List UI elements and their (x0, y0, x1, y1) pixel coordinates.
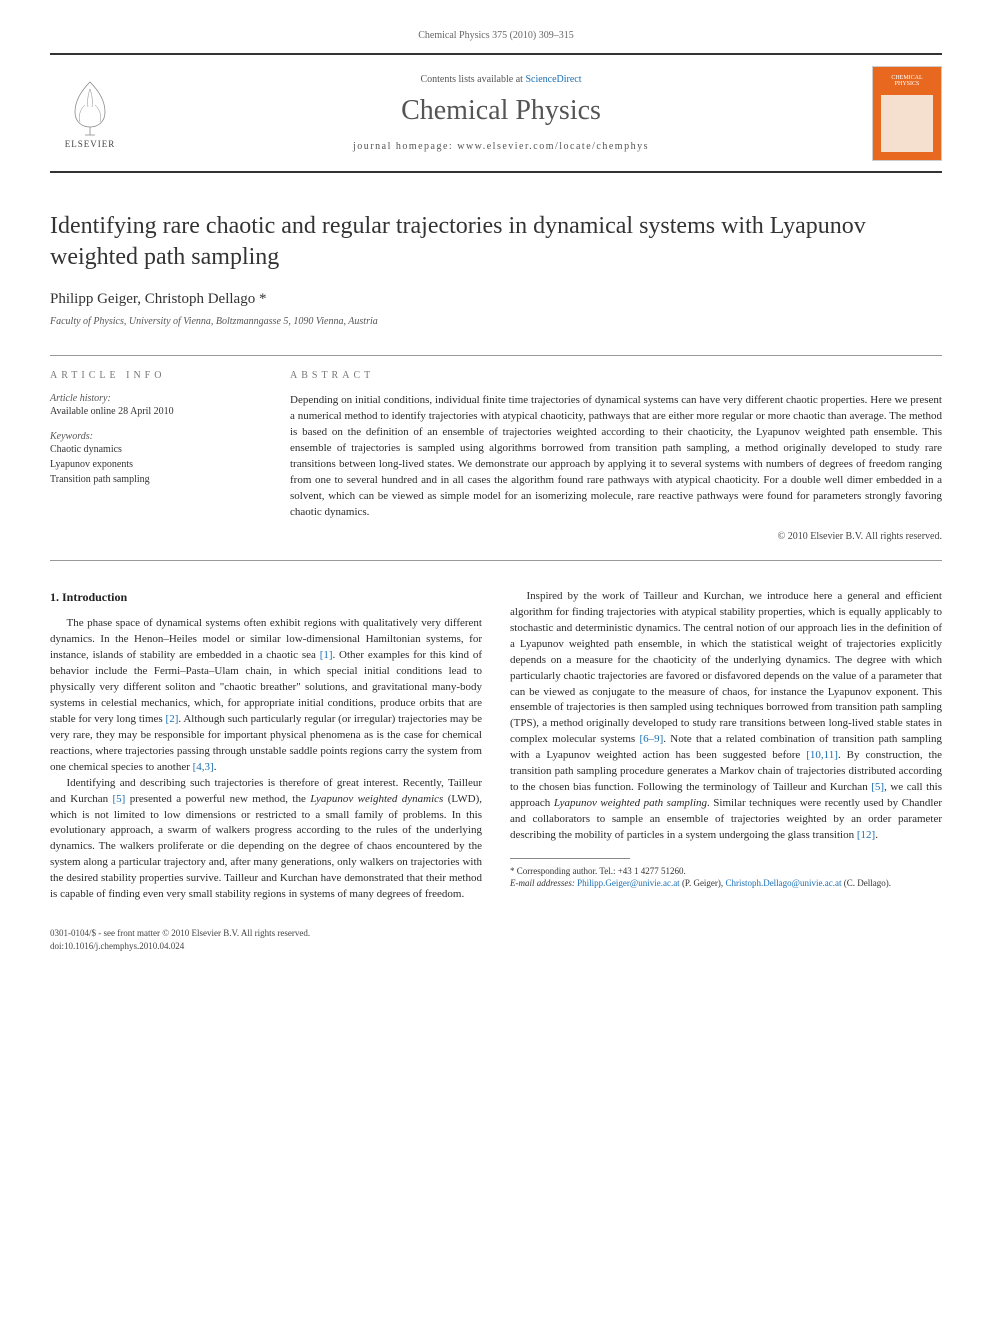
contents-prefix: Contents lists available at (420, 74, 525, 85)
article-info-label: ARTICLE INFO (50, 370, 260, 381)
doi-line: doi:10.1016/j.chemphys.2010.04.024 (50, 940, 942, 953)
cover-thumb-title: CHEMICAL PHYSICS (877, 75, 937, 88)
section-heading: 1. Introduction (50, 589, 482, 606)
history-value: Available online 28 April 2010 (50, 406, 260, 417)
article-title: Identifying rare chaotic and regular tra… (50, 211, 942, 273)
email-link[interactable]: Philipp.Geiger@univie.ac.at (577, 878, 680, 888)
elsevier-label: ELSEVIER (65, 139, 116, 149)
body-text: (LWD) (443, 793, 479, 805)
article-info: ARTICLE INFO Article history: Available … (50, 370, 260, 542)
ref-link[interactable]: [2] (166, 713, 179, 725)
keyword: Chaotic dynamics (50, 442, 260, 457)
authors: Philipp Geiger, Christoph Dellago * (50, 291, 942, 308)
body-italic: Lyapunov weighted path sampling (554, 797, 707, 809)
abstract-label: ABSTRACT (290, 370, 942, 381)
cover-label-bottom: PHYSICS (895, 81, 920, 87)
abstract-text: Depending on initial conditions, individ… (290, 393, 942, 521)
keywords-label: Keywords: (50, 431, 260, 442)
ref-link[interactable]: [10,11] (806, 749, 838, 761)
affiliation: Faculty of Physics, University of Vienna… (50, 316, 942, 327)
author-name: (P. Geiger), (680, 878, 726, 888)
corresponding-author: * Corresponding author. Tel.: +43 1 4277… (510, 865, 942, 878)
ref-link[interactable]: [4,3] (193, 761, 214, 773)
ref-link[interactable]: [12] (857, 829, 875, 841)
homepage-prefix: journal homepage: (353, 141, 457, 152)
elsevier-logo: ELSEVIER (50, 68, 130, 158)
ref-link[interactable]: [5] (113, 793, 126, 805)
body-text: . (875, 829, 878, 841)
journal-name: Chemical Physics (130, 95, 872, 127)
footnotes: * Corresponding author. Tel.: +43 1 4277… (510, 865, 942, 890)
body-text: presented a powerful new method, the (125, 793, 310, 805)
elsevier-tree-icon (60, 77, 120, 137)
homepage-url[interactable]: www.elsevier.com/locate/chemphys (457, 141, 649, 152)
abstract: ABSTRACT Depending on initial conditions… (290, 370, 942, 542)
ref-link[interactable]: [1] (320, 649, 333, 661)
email-link[interactable]: Christoph.Dellago@univie.ac.at (725, 878, 841, 888)
body-text: . (214, 761, 217, 773)
journal-cover-thumb: CHEMICAL PHYSICS (872, 66, 942, 161)
journal-header: ELSEVIER Contents lists available at Sci… (50, 53, 942, 173)
history-label: Article history: (50, 393, 260, 404)
ref-link[interactable]: [6–9] (639, 733, 663, 745)
sciencedirect-link[interactable]: ScienceDirect (525, 74, 581, 85)
author-name: (C. Dellago). (841, 878, 891, 888)
page-footer: 0301-0104/$ - see front matter © 2010 El… (50, 927, 942, 952)
email-label: E-mail addresses: (510, 878, 577, 888)
keyword: Lyapunov exponents (50, 457, 260, 472)
abstract-copyright: © 2010 Elsevier B.V. All rights reserved… (290, 531, 942, 542)
footnote-separator (510, 858, 630, 859)
body-text: , which is not limited to low dimensions… (50, 793, 482, 901)
cover-label-top: CHEMICAL (891, 75, 922, 81)
front-matter-line: 0301-0104/$ - see front matter © 2010 El… (50, 927, 942, 940)
ref-link[interactable]: [5] (871, 781, 884, 793)
keyword: Transition path sampling (50, 472, 260, 487)
journal-reference: Chemical Physics 375 (2010) 309–315 (50, 30, 942, 41)
body-italic: Lyapunov weighted dynamics (310, 793, 443, 805)
homepage-line: journal homepage: www.elsevier.com/locat… (130, 141, 872, 152)
article-body: 1. Introduction The phase space of dynam… (50, 589, 942, 903)
contents-line: Contents lists available at ScienceDirec… (130, 74, 872, 85)
body-text: Inspired by the work of Tailleur and Kur… (510, 590, 942, 745)
cover-thumb-image (881, 95, 933, 152)
